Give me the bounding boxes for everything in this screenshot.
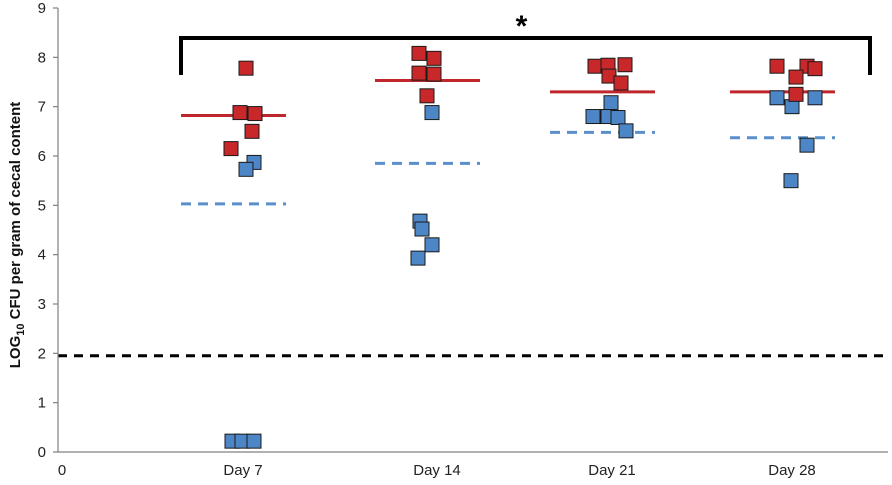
x-tick-label: Day 7 — [223, 462, 262, 479]
y-tick-label: 6 — [38, 148, 46, 165]
blue-group-point — [238, 161, 254, 177]
reference-lines — [58, 36, 888, 358]
x-origin-label: 0 — [58, 462, 66, 479]
x-tick-label: Day 28 — [768, 462, 816, 479]
blue-group-point — [246, 433, 262, 449]
y-tick-label: 5 — [38, 197, 46, 214]
significance-bracket — [179, 36, 872, 75]
x-tick-label: Day 14 — [413, 462, 461, 479]
labels: LOG10 CFU per gram of cecal content 0 0 1… — [7, 0, 816, 479]
red-group-point — [411, 65, 427, 81]
blue-group-point — [603, 95, 619, 111]
red-group-point — [232, 105, 248, 121]
y-tick-label: 2 — [38, 345, 46, 362]
blue-group-point — [618, 123, 634, 139]
red-group-point — [411, 45, 427, 61]
red-group-point — [769, 58, 785, 74]
blue-group-point — [783, 173, 799, 189]
red-group-point — [587, 58, 603, 74]
red-group-point — [788, 69, 804, 85]
blue-group-point — [610, 110, 626, 126]
y-tick-label: 0 — [38, 444, 46, 461]
blue-group-point — [424, 237, 440, 253]
red-group-point — [788, 86, 804, 102]
y-tick-label: 9 — [38, 0, 46, 17]
y-tick-label: 4 — [38, 247, 46, 264]
y-axis-title-subscript: 10 — [15, 323, 27, 335]
y-tick-label: 1 — [38, 395, 46, 412]
x-tick-label: Day 21 — [588, 462, 636, 479]
red-group-point — [807, 61, 823, 77]
mean-lines — [181, 79, 835, 206]
blue-group-point — [424, 105, 440, 121]
blue-group-point — [807, 90, 823, 106]
blue-group-point — [585, 109, 601, 125]
y-axis-title-prefix: LOG — [7, 336, 24, 369]
red-group-point — [426, 50, 442, 66]
axes — [53, 7, 888, 453]
red-group-point — [238, 60, 254, 76]
blue-group-point — [799, 137, 815, 153]
blue-group-point — [414, 221, 430, 237]
significance-star: * — [516, 10, 528, 43]
red-group-point — [426, 66, 442, 82]
y-tick-label: 7 — [38, 99, 46, 116]
red-group-point — [223, 141, 239, 157]
blue-group-point — [769, 90, 785, 106]
red-group-point — [247, 106, 263, 122]
data-points — [223, 45, 823, 449]
red-group-point — [617, 57, 633, 73]
red-group-point — [419, 88, 435, 104]
y-axis-title-suffix: CFU per gram of cecal content — [7, 102, 24, 324]
y-axis-title: LOG10 CFU per gram of cecal content — [7, 102, 27, 368]
red-group-point — [244, 123, 260, 139]
red-group-point — [613, 75, 629, 91]
y-tick-label: 3 — [38, 296, 46, 313]
blue-group-point — [410, 250, 426, 266]
y-tick-label: 8 — [38, 49, 46, 66]
